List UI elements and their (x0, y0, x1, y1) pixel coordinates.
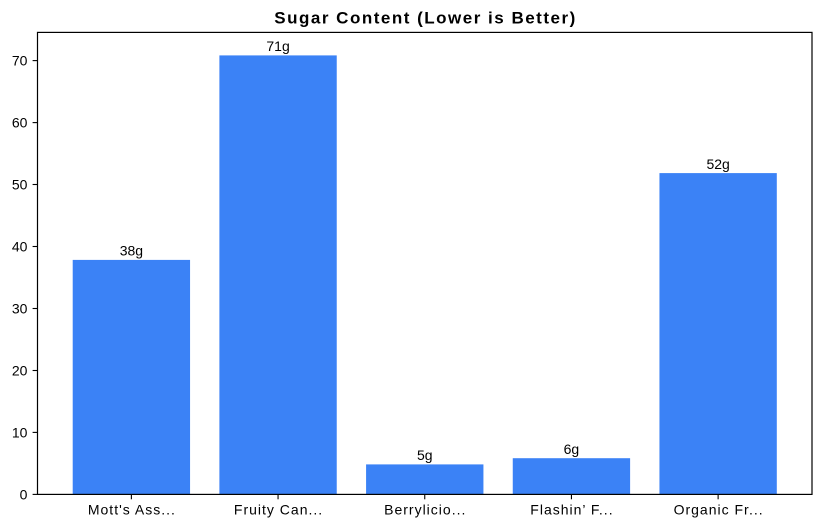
svg-text:Flashin’ F...: Flashin’ F... (530, 502, 613, 518)
svg-text:10: 10 (12, 424, 28, 440)
svg-text:60: 60 (12, 115, 28, 131)
svg-text:71g: 71g (266, 38, 289, 54)
svg-text:40: 40 (12, 239, 28, 255)
svg-text:50: 50 (12, 177, 28, 193)
svg-text:0: 0 (20, 486, 28, 502)
svg-text:20: 20 (12, 363, 28, 379)
svg-text:6g: 6g (564, 441, 580, 457)
svg-text:70: 70 (12, 53, 28, 69)
svg-text:Organic Fr...: Organic Fr... (674, 502, 764, 518)
svg-text:Mott's Ass...: Mott's Ass... (88, 502, 176, 518)
svg-text:38g: 38g (120, 243, 143, 259)
svg-text:52g: 52g (706, 156, 729, 172)
svg-text:Sugar Content (Lower is Better: Sugar Content (Lower is Better) (274, 8, 576, 27)
svg-text:5g: 5g (417, 447, 433, 463)
svg-text:Berrylicio...: Berrylicio... (384, 502, 466, 518)
svg-text:30: 30 (12, 301, 28, 317)
svg-text:Fruity Can...: Fruity Can... (234, 502, 323, 518)
